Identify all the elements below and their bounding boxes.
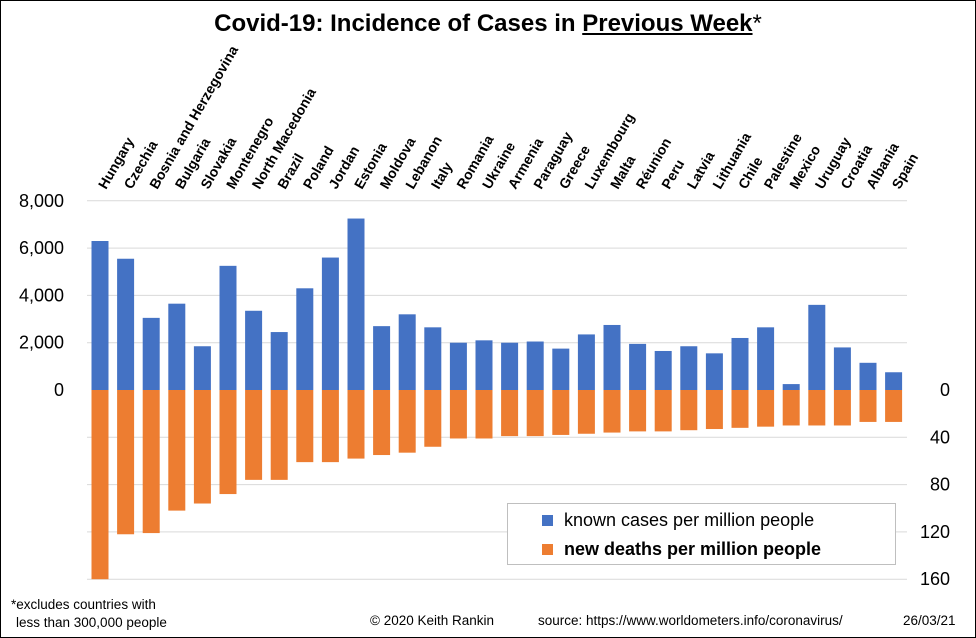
bar-cases — [654, 350, 672, 390]
bar-deaths — [449, 390, 467, 439]
bar-deaths — [270, 390, 288, 480]
bar-cases — [552, 348, 570, 390]
footnote-line-1: *excludes countries with — [11, 597, 156, 612]
bar-deaths — [117, 390, 135, 535]
bar-cases — [398, 314, 416, 390]
bar-cases — [629, 343, 647, 390]
bar-cases — [603, 324, 621, 390]
bar-deaths — [347, 390, 365, 459]
left-axis-tick-label: 6,000 — [19, 238, 64, 258]
bar-deaths — [245, 390, 263, 480]
chart-title: Covid-19: Incidence of Cases in Previous… — [0, 10, 976, 38]
bar-cases — [833, 347, 851, 390]
bar-cases — [168, 303, 186, 390]
category-label: Italy — [428, 159, 456, 191]
bar-deaths — [526, 390, 544, 437]
bar-deaths — [808, 390, 826, 426]
bar-cases — [373, 326, 391, 390]
bar-deaths — [91, 390, 109, 580]
title-suffix: * — [752, 10, 762, 37]
legend-item-cases: known cases per million people — [542, 509, 814, 531]
copyright-text: © 2020 Keith Rankin — [370, 613, 495, 628]
bar-deaths — [782, 390, 800, 426]
bar-deaths — [193, 390, 211, 504]
left-axis-tick-label: 4,000 — [19, 285, 64, 305]
bar-cases — [449, 342, 467, 390]
legend: known cases per million people new death… — [507, 503, 896, 565]
bar-cases — [859, 362, 877, 390]
left-axis-tick-label: 2,000 — [19, 333, 64, 353]
bar-cases — [501, 342, 519, 390]
bar-cases — [885, 372, 903, 390]
bar-deaths — [731, 390, 749, 428]
bar-cases — [245, 310, 263, 390]
bar-deaths — [680, 390, 698, 431]
right-axis-tick-label: 80 — [930, 475, 950, 495]
bar-deaths — [168, 390, 186, 511]
bar-cases — [680, 346, 698, 390]
bar-deaths — [654, 390, 672, 432]
bar-cases — [142, 317, 160, 390]
bar-cases — [705, 353, 723, 390]
bar-deaths — [603, 390, 621, 433]
title-underlined: Previous Week — [582, 10, 753, 37]
bar-cases — [91, 241, 109, 390]
bar-deaths — [373, 390, 391, 456]
bar-cases — [219, 265, 237, 390]
bar-cases — [270, 332, 288, 390]
bar-deaths — [859, 390, 877, 422]
bar-cases — [193, 346, 211, 390]
source-text: source: https://www.worldometers.info/co… — [538, 613, 843, 628]
right-axis-tick-label: 120 — [920, 522, 950, 542]
bar-cases — [526, 341, 544, 390]
bar-deaths — [475, 390, 493, 439]
legend-item-deaths: new deaths per million people — [542, 538, 821, 560]
legend-label-cases: known cases per million people — [564, 509, 815, 530]
legend-swatch-deaths — [542, 543, 553, 555]
left-axis-tick-label: 0 — [54, 380, 64, 400]
left-axis-tick-label: 8,000 — [19, 191, 64, 211]
footnote-line-2: less than 300,000 people — [16, 615, 167, 630]
bar-cases — [296, 288, 314, 390]
bar-cases — [782, 384, 800, 390]
bar-cases — [117, 258, 135, 390]
bar-deaths — [577, 390, 595, 434]
bar-deaths — [398, 390, 416, 453]
bar-deaths — [552, 390, 570, 435]
legend-label-deaths: new deaths per million people — [564, 538, 822, 559]
right-axis-tick-label: 40 — [930, 427, 950, 447]
bar-cases — [808, 304, 826, 390]
bar-cases — [347, 218, 365, 390]
bar-deaths — [705, 390, 723, 430]
right-axis-tick-label: 0 — [940, 380, 950, 400]
bar-deaths — [219, 390, 237, 495]
bar-deaths — [885, 390, 903, 422]
bar-deaths — [424, 390, 442, 447]
bar-deaths — [296, 390, 314, 463]
right-axis-tick-label: 160 — [920, 569, 950, 589]
bar-deaths — [833, 390, 851, 426]
bar-cases — [424, 327, 442, 390]
bar-deaths — [757, 390, 775, 427]
title-prefix: Covid-19: Incidence of Cases in — [214, 10, 583, 37]
bar-cases — [577, 334, 595, 390]
bar-cases — [321, 257, 339, 390]
bar-deaths — [629, 390, 647, 432]
bar-cases — [757, 327, 775, 390]
bar-deaths — [321, 390, 339, 463]
bar-cases — [731, 337, 749, 390]
legend-swatch-cases — [542, 514, 553, 526]
bar-deaths — [142, 390, 160, 534]
bar-deaths — [501, 390, 519, 437]
date-text: 26/03/21 — [903, 613, 956, 628]
bar-cases — [475, 340, 493, 390]
